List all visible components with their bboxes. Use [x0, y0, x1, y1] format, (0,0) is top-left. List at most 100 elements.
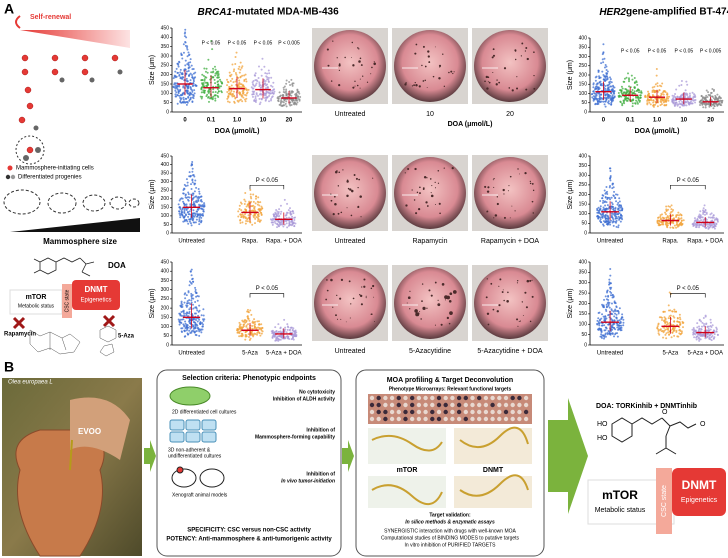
dot	[192, 307, 195, 310]
y-tick-label: 350	[579, 270, 588, 276]
dot	[617, 312, 620, 315]
dot	[238, 99, 241, 102]
dot	[174, 95, 177, 98]
dot	[672, 101, 675, 104]
dot	[609, 98, 612, 101]
dot	[691, 102, 694, 105]
sphere-speck	[484, 80, 486, 83]
sphere-speck	[336, 294, 338, 297]
dot	[616, 326, 619, 329]
dot	[259, 101, 262, 104]
sphere-speck	[352, 297, 355, 300]
dot	[598, 81, 601, 84]
dot	[191, 178, 194, 181]
dot	[270, 221, 273, 224]
dot	[199, 196, 202, 199]
dot	[228, 101, 231, 104]
dot	[243, 74, 246, 77]
dot	[197, 295, 200, 298]
docking-image	[454, 476, 532, 508]
dot	[264, 87, 267, 90]
dot	[285, 88, 288, 91]
dot	[625, 91, 628, 94]
dot	[593, 96, 596, 99]
dot	[594, 87, 597, 90]
dot	[189, 204, 192, 207]
dot	[603, 79, 606, 82]
well	[383, 416, 388, 422]
dot	[604, 295, 607, 298]
dot	[669, 205, 672, 208]
dot	[615, 215, 618, 218]
dot	[595, 85, 598, 88]
aza-label: 5-Aza	[118, 334, 135, 340]
dot	[286, 226, 289, 229]
dot	[659, 104, 662, 107]
dot	[186, 211, 189, 214]
dot	[664, 321, 667, 324]
dot	[265, 84, 268, 87]
sphere-speck	[422, 306, 426, 310]
dot	[685, 92, 688, 95]
well	[450, 409, 455, 415]
dot	[235, 51, 238, 54]
photo-label: 20	[506, 111, 514, 118]
dot	[603, 57, 606, 60]
dot	[201, 95, 204, 98]
p-value: P < 0.005	[278, 40, 300, 46]
dot	[234, 97, 237, 100]
dot	[609, 185, 612, 188]
well	[463, 402, 468, 408]
dot	[680, 219, 683, 222]
her2-gene-text: HER2	[599, 7, 626, 18]
dot	[283, 85, 286, 88]
dot	[625, 76, 628, 79]
dot	[609, 290, 612, 293]
dot	[190, 331, 193, 334]
dot	[263, 65, 266, 68]
dot	[195, 218, 198, 221]
dot	[242, 89, 245, 92]
dot	[597, 92, 600, 95]
dot	[226, 100, 229, 103]
dot	[699, 102, 702, 105]
dot	[704, 213, 707, 216]
dot	[704, 106, 707, 109]
dot	[186, 46, 189, 49]
dot	[189, 203, 192, 206]
dot	[218, 86, 221, 89]
dot	[181, 92, 184, 95]
sphere-speck	[326, 289, 329, 292]
dot	[664, 333, 667, 336]
well	[503, 402, 509, 408]
sphere-speck	[413, 84, 416, 87]
sphere-speck	[359, 294, 361, 296]
dot	[709, 216, 712, 219]
dot	[594, 102, 597, 105]
dot	[278, 330, 281, 333]
sphere-speck	[420, 318, 422, 320]
well	[389, 416, 395, 422]
x-tick-label: 5-Aza	[242, 351, 258, 357]
dot	[249, 188, 252, 191]
dot	[186, 101, 189, 104]
dot	[612, 218, 615, 221]
well	[490, 402, 495, 408]
dot	[194, 195, 197, 198]
sphere-speck	[414, 82, 416, 84]
dot	[601, 209, 604, 212]
dot	[255, 216, 258, 219]
dot	[671, 310, 674, 313]
dot	[624, 97, 627, 100]
dot	[709, 318, 712, 321]
sphere-speck	[503, 299, 505, 302]
dot	[270, 76, 273, 79]
dot	[677, 335, 680, 338]
dot	[617, 207, 620, 210]
dot	[276, 226, 279, 229]
dot	[243, 202, 246, 205]
dot	[234, 71, 237, 74]
dot	[188, 53, 191, 56]
dot	[256, 331, 259, 334]
